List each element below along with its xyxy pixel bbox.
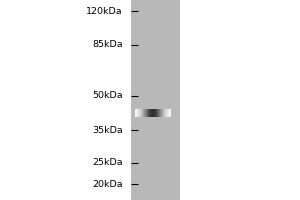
Text: 50kDa: 50kDa bbox=[92, 91, 123, 100]
Bar bbox=[130, 0, 180, 200]
Bar bbox=[180, 0, 300, 200]
Text: 85kDa: 85kDa bbox=[92, 40, 123, 49]
Text: 20kDa: 20kDa bbox=[92, 180, 123, 189]
Text: 120kDa: 120kDa bbox=[86, 7, 123, 16]
Text: 35kDa: 35kDa bbox=[92, 126, 123, 135]
Text: 25kDa: 25kDa bbox=[92, 158, 123, 167]
